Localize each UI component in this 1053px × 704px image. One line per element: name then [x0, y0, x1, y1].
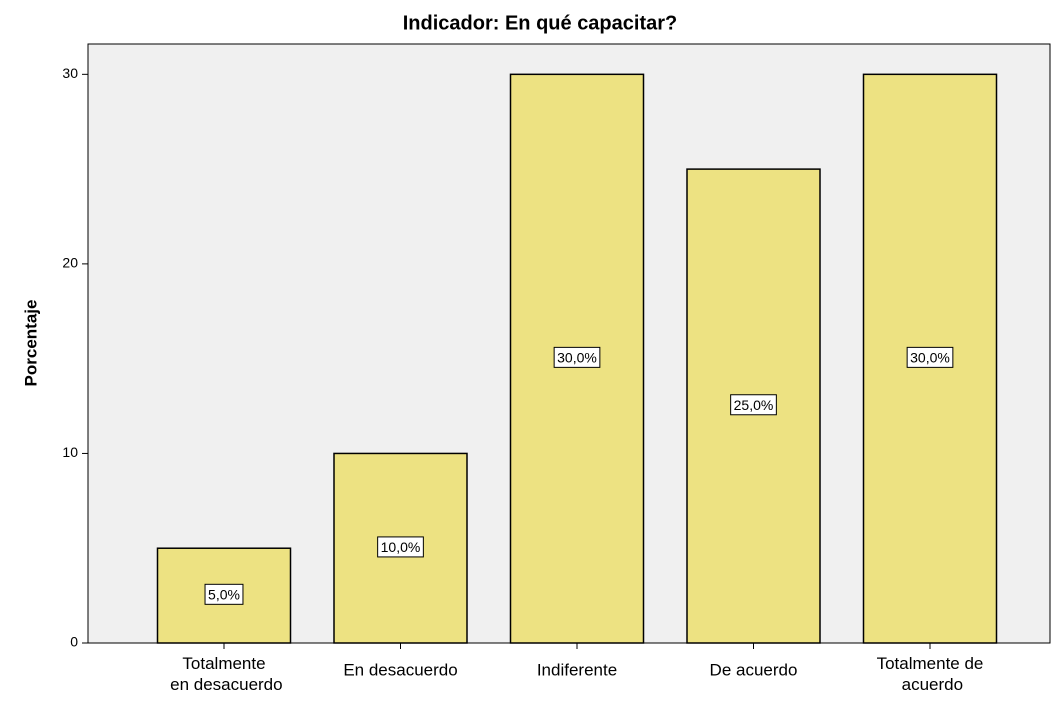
x-tick-label: En desacuerdo: [343, 660, 457, 679]
y-axis-label: Porcentaje: [21, 300, 40, 387]
data-label: 10,0%: [381, 539, 421, 555]
y-tick-label: 30: [62, 65, 78, 81]
data-label: 30,0%: [557, 349, 597, 365]
y-tick-label: 0: [70, 634, 78, 650]
data-label-box: [377, 536, 424, 558]
x-tick-label: De acuerdo: [710, 660, 798, 679]
data-label: 30,0%: [910, 349, 950, 365]
data-label: 25,0%: [734, 397, 774, 413]
data-label-box: [906, 346, 954, 368]
x-tick-label: Totalmente de acuerdo: [877, 654, 984, 694]
data-label-box: [204, 583, 244, 605]
data-label-box: [730, 394, 777, 416]
data-label-box: [553, 346, 601, 368]
y-tick-label: 20: [62, 255, 78, 271]
x-tick-label: Totalmente en desacuerdo: [165, 654, 282, 694]
chart-title: Indicador: En qué capacitar?: [403, 12, 678, 34]
y-tick-label: 10: [62, 444, 78, 460]
x-tick-label: Indiferente: [537, 660, 617, 679]
data-label: 5,0%: [208, 586, 240, 602]
